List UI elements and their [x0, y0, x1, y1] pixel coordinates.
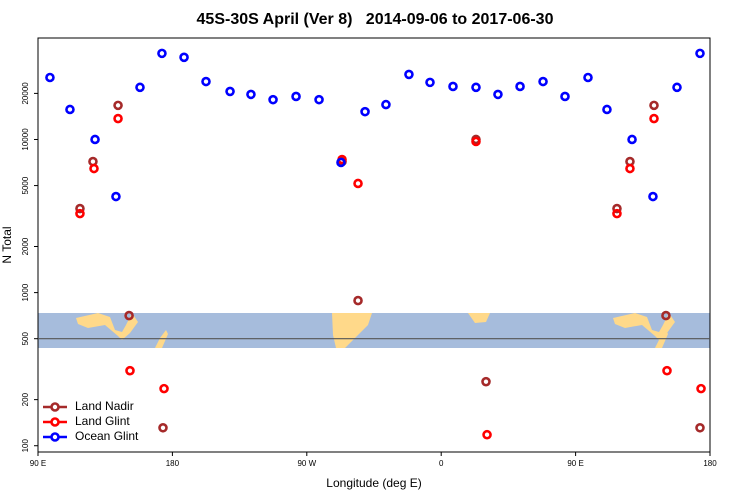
plot-frame — [37, 37, 711, 453]
point — [179, 52, 189, 63]
x-tick-label: 180 — [166, 459, 180, 468]
point — [612, 203, 622, 214]
legend-label: Land Glint — [75, 414, 130, 428]
point — [672, 82, 682, 93]
point — [336, 157, 346, 168]
point — [649, 113, 659, 124]
land — [468, 313, 490, 323]
point — [113, 100, 123, 111]
point — [649, 100, 659, 111]
legend-marker — [50, 417, 60, 427]
point — [75, 208, 85, 219]
y-tick-label: 500 — [21, 331, 30, 345]
point — [111, 191, 121, 202]
point — [89, 163, 99, 174]
point — [696, 383, 706, 394]
point — [246, 89, 256, 100]
point — [482, 429, 492, 440]
land — [76, 313, 138, 340]
point — [45, 72, 55, 83]
point — [448, 81, 458, 92]
point — [515, 81, 525, 92]
point — [612, 208, 622, 219]
point — [481, 376, 491, 387]
point — [471, 136, 481, 147]
point — [648, 191, 658, 202]
point — [125, 365, 135, 376]
y-tick-label: 5000 — [21, 176, 30, 194]
point — [158, 422, 168, 433]
point — [90, 134, 100, 145]
legend-marker — [50, 432, 60, 442]
y-tick-label: 2000 — [21, 237, 30, 255]
point — [662, 365, 672, 376]
point — [425, 77, 435, 88]
point — [360, 106, 370, 117]
point — [661, 310, 671, 321]
point — [583, 72, 593, 83]
point — [268, 94, 278, 105]
point — [75, 203, 85, 214]
point — [627, 134, 637, 145]
legend-label: Ocean Glint — [75, 429, 139, 443]
point — [493, 89, 503, 100]
y-tick-label: 200 — [21, 392, 30, 406]
point — [157, 48, 167, 59]
point — [113, 113, 123, 124]
point — [291, 91, 301, 102]
point — [381, 99, 391, 110]
point — [65, 104, 75, 115]
point — [353, 178, 363, 189]
y-tick-label: 10000 — [21, 128, 30, 151]
y-tick-label: 20000 — [21, 82, 30, 105]
map-band — [38, 313, 710, 348]
legend-marker — [50, 402, 60, 412]
point — [602, 104, 612, 115]
point — [695, 422, 705, 433]
point — [560, 91, 570, 102]
point — [625, 163, 635, 174]
land — [613, 313, 675, 340]
point — [135, 82, 145, 93]
y-tick-label: 100 — [21, 439, 30, 453]
point — [314, 94, 324, 105]
ocean-band — [38, 313, 710, 348]
point — [404, 69, 414, 80]
chart-title: 45S-30S April (Ver 8) 2014-09-06 to 2017… — [197, 11, 554, 28]
x-tick-label: 90 E — [567, 459, 583, 468]
point — [159, 383, 169, 394]
point — [695, 48, 705, 59]
point — [201, 76, 211, 87]
x-tick-label: 180 — [703, 459, 717, 468]
y-axis-label: N Total — [0, 226, 14, 263]
x-axis-label: Longitude (deg E) — [326, 476, 421, 490]
x-tick-label: 90 W — [297, 459, 316, 468]
legend-label: Land Nadir — [75, 399, 134, 413]
point — [124, 310, 134, 321]
point — [538, 76, 548, 87]
point — [353, 295, 363, 306]
x-tick-label: 0 — [439, 459, 444, 468]
y-tick-label: 1000 — [21, 283, 30, 301]
point — [225, 86, 235, 97]
x-tick-label: 90 E — [30, 459, 46, 468]
point — [471, 82, 481, 93]
